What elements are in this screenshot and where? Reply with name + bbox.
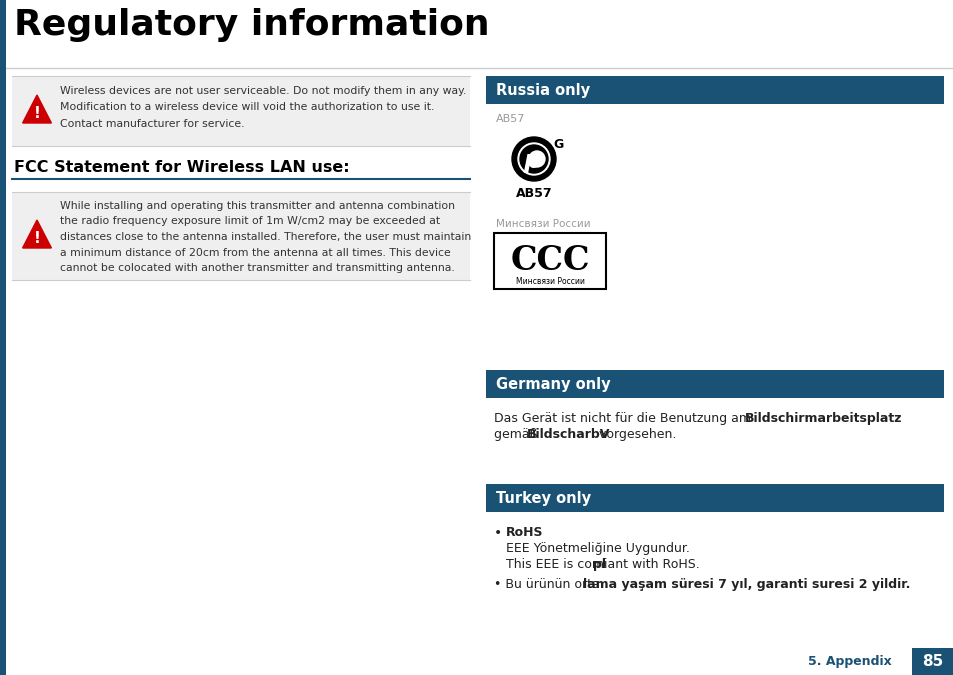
Circle shape bbox=[517, 143, 550, 175]
Text: AB57: AB57 bbox=[516, 187, 552, 200]
Text: CCC: CCC bbox=[510, 244, 589, 277]
Text: iant with RoHS.: iant with RoHS. bbox=[603, 558, 699, 571]
Polygon shape bbox=[23, 95, 51, 123]
Text: FCC Statement for Wireless LAN use:: FCC Statement for Wireless LAN use: bbox=[14, 160, 349, 175]
Polygon shape bbox=[23, 220, 51, 248]
Text: gemäß: gemäß bbox=[494, 428, 541, 441]
Text: lama yaşam süresi 7 yıl, garanti suresi 2 yildir.: lama yaşam süresi 7 yıl, garanti suresi … bbox=[582, 578, 909, 591]
Text: vorgesehen.: vorgesehen. bbox=[595, 428, 676, 441]
Circle shape bbox=[512, 137, 556, 181]
Bar bbox=[0, 0, 6, 675]
Bar bbox=[485, 76, 943, 104]
Bar bbox=[911, 648, 953, 675]
Text: !: ! bbox=[33, 231, 40, 246]
Text: Germany only: Germany only bbox=[496, 377, 610, 392]
Text: !: ! bbox=[33, 106, 40, 121]
Text: EEE Yönetmeliğine Uygundur.: EEE Yönetmeliğine Uygundur. bbox=[505, 542, 689, 555]
Text: Минсвязи России: Минсвязи России bbox=[496, 219, 590, 229]
Text: AB57: AB57 bbox=[496, 114, 525, 124]
Text: This EEE is com: This EEE is com bbox=[505, 558, 603, 571]
Text: Bildschirmarbeitsplatz: Bildschirmarbeitsplatz bbox=[744, 412, 902, 425]
Text: • Bu ürünün orta: • Bu ürünün orta bbox=[494, 578, 599, 591]
Bar bbox=[494, 233, 605, 289]
Text: While installing and operating this transmitter and antenna combination: While installing and operating this tran… bbox=[60, 201, 455, 211]
Text: Das Gerät ist nicht für die Benutzung am: Das Gerät ist nicht für die Benutzung am bbox=[494, 412, 754, 425]
Circle shape bbox=[519, 145, 547, 173]
Text: cannot be colocated with another transmitter and transmitting antenna.: cannot be colocated with another transmi… bbox=[60, 263, 455, 273]
Text: G: G bbox=[553, 138, 562, 151]
Bar bbox=[485, 484, 943, 512]
Text: 85: 85 bbox=[922, 654, 943, 669]
Text: Russia only: Russia only bbox=[496, 84, 590, 99]
Circle shape bbox=[529, 151, 544, 167]
Text: p: p bbox=[522, 149, 540, 173]
Bar bbox=[485, 370, 943, 398]
Text: BildscharbV: BildscharbV bbox=[526, 428, 610, 441]
Text: RoHS: RoHS bbox=[505, 526, 543, 539]
Text: a minimum distance of 20cm from the antenna at all times. This device: a minimum distance of 20cm from the ante… bbox=[60, 248, 450, 257]
Text: 5. Appendix: 5. Appendix bbox=[807, 655, 891, 668]
Text: Regulatory information: Regulatory information bbox=[14, 8, 489, 42]
Text: Wireless devices are not user serviceable. Do not modify them in any way.: Wireless devices are not user serviceabl… bbox=[60, 86, 466, 96]
Text: Contact manufacturer for service.: Contact manufacturer for service. bbox=[60, 119, 244, 129]
Text: Turkey only: Turkey only bbox=[496, 491, 591, 506]
Text: pl: pl bbox=[593, 558, 605, 571]
Text: distances close to the antenna installed. Therefore, the user must maintain: distances close to the antenna installed… bbox=[60, 232, 471, 242]
Text: •: • bbox=[494, 526, 506, 540]
Bar bbox=[12, 192, 470, 280]
Text: Минсвязи России: Минсвязи России bbox=[515, 277, 584, 286]
Text: the radio frequency exposure limit of 1m W/cm2 may be exceeded at: the radio frequency exposure limit of 1m… bbox=[60, 217, 439, 227]
Text: Modification to a wireless device will void the authorization to use it.: Modification to a wireless device will v… bbox=[60, 103, 434, 113]
Bar bbox=[12, 76, 470, 146]
